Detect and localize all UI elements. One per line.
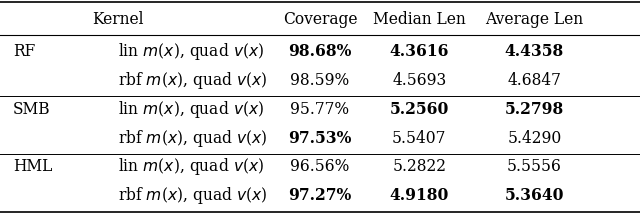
Text: 5.4290: 5.4290 — [508, 129, 561, 147]
Text: 4.5693: 4.5693 — [392, 72, 446, 89]
Text: lin $\mathit{m}$($x$), quad $\mathit{v}$($x$): lin $\mathit{m}$($x$), quad $\mathit{v}$… — [118, 41, 264, 62]
Text: lin $\mathit{m}$($x$), quad $\mathit{v}$($x$): lin $\mathit{m}$($x$), quad $\mathit{v}$… — [118, 99, 264, 120]
Text: rbf $\mathit{m}$($x$), quad $\mathit{v}$($x$): rbf $\mathit{m}$($x$), quad $\mathit{v}$… — [118, 185, 268, 206]
Text: 5.2822: 5.2822 — [392, 158, 446, 175]
Text: rbf $\mathit{m}$($x$), quad $\mathit{v}$($x$): rbf $\mathit{m}$($x$), quad $\mathit{v}$… — [118, 70, 268, 91]
Text: rbf $\mathit{m}$($x$), quad $\mathit{v}$($x$): rbf $\mathit{m}$($x$), quad $\mathit{v}$… — [118, 128, 268, 149]
Text: 5.2560: 5.2560 — [390, 101, 449, 118]
Text: 5.2798: 5.2798 — [505, 101, 564, 118]
Text: 4.4358: 4.4358 — [505, 43, 564, 60]
Text: 97.27%: 97.27% — [289, 187, 351, 204]
Text: Average Len: Average Len — [485, 11, 584, 28]
Text: 5.5556: 5.5556 — [507, 158, 562, 175]
Text: 97.53%: 97.53% — [288, 129, 352, 147]
Text: 98.68%: 98.68% — [288, 43, 352, 60]
Text: 95.77%: 95.77% — [291, 101, 349, 118]
Text: 4.3616: 4.3616 — [390, 43, 449, 60]
Text: HML: HML — [13, 158, 52, 175]
Text: 5.3640: 5.3640 — [505, 187, 564, 204]
Text: lin $\mathit{m}$($x$), quad $\mathit{v}$($x$): lin $\mathit{m}$($x$), quad $\mathit{v}$… — [118, 156, 264, 177]
Text: Median Len: Median Len — [373, 11, 465, 28]
Text: RF: RF — [13, 43, 35, 60]
Text: SMB: SMB — [13, 101, 51, 118]
Text: Coverage: Coverage — [283, 11, 357, 28]
Text: 4.9180: 4.9180 — [390, 187, 449, 204]
Text: 96.56%: 96.56% — [291, 158, 349, 175]
Text: Kernel: Kernel — [93, 11, 144, 28]
Text: 98.59%: 98.59% — [291, 72, 349, 89]
Text: 4.6847: 4.6847 — [508, 72, 561, 89]
Text: 5.5407: 5.5407 — [392, 129, 446, 147]
